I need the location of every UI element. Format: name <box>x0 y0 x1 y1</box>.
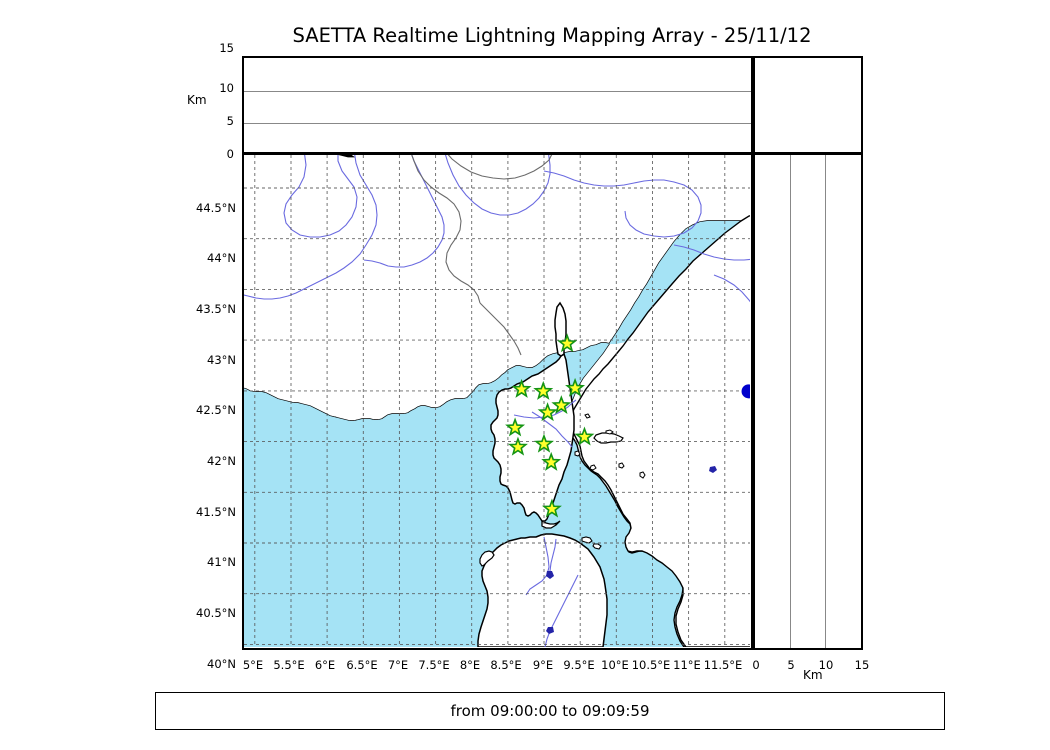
coastline-capraia <box>574 450 581 457</box>
map-ytick-43: 43°N <box>207 353 236 367</box>
coastline-gorgona <box>584 413 591 419</box>
coastline-elba-detail <box>605 429 614 435</box>
map-xtick-10: 10°E <box>601 658 629 672</box>
map-ytick-40p5: 40.5°N <box>196 606 236 620</box>
river-var <box>444 155 551 216</box>
gridline-right-10km <box>825 155 826 648</box>
station-star-marker[interactable] <box>551 395 572 415</box>
right-panel-xtick-5: 5 <box>787 658 795 672</box>
station-star-marker[interactable] <box>541 498 562 518</box>
gridline-5km <box>244 90 751 92</box>
top-panel-axis-label: Km <box>187 93 207 107</box>
river-sardinia-flumendosa <box>544 574 579 647</box>
coastline-italy-landmass <box>570 215 750 647</box>
map-xtick-11p5: 11.5°E <box>703 658 743 672</box>
river-saone <box>244 155 378 300</box>
map-ytick-42: 42°N <box>207 454 236 468</box>
map-xtick-9p5: 9.5°E <box>563 658 595 672</box>
station-star-marker[interactable] <box>541 451 562 471</box>
page-title: SAETTA Realtime Lightning Mapping Array … <box>292 24 812 47</box>
map-xtick-9: 9°E <box>532 658 554 672</box>
map-xtick-10p5: 10.5°E <box>631 658 671 672</box>
river-tiber <box>713 274 750 303</box>
map-ytick-40: 40°N <box>207 657 236 671</box>
map-panel[interactable] <box>242 153 753 650</box>
right-panel-xtick-15: 15 <box>854 658 870 672</box>
corner-panel[interactable] <box>753 56 863 154</box>
right-panel-xtick-10: 10 <box>818 658 834 672</box>
vhf-source-dot[interactable] <box>741 384 750 399</box>
river-durance <box>363 155 445 268</box>
coastline-corsica-south-tip <box>541 519 561 529</box>
map-xtick-6p5: 6.5°E <box>346 658 378 672</box>
station-star-marker[interactable] <box>565 377 586 397</box>
right-panel-xtick-0: 0 <box>752 658 760 672</box>
station-star-marker[interactable] <box>557 333 578 353</box>
lake-flumendosa <box>546 627 554 634</box>
map-xtick-5: 5°E <box>242 658 264 672</box>
top-panel-ytick-15: 15 <box>219 41 234 55</box>
station-star-marker[interactable] <box>507 436 528 456</box>
map-xtick-11: 11°E <box>673 658 701 672</box>
top-panel-ytick-5: 5 <box>226 114 234 128</box>
coastline-caprera <box>592 543 602 550</box>
time-range-caption: from 09:00:00 to 09:09:59 <box>155 692 945 730</box>
lake-marks <box>546 466 717 634</box>
map-ytick-43p5: 43.5°N <box>196 302 236 316</box>
station-star-marker[interactable] <box>511 378 532 398</box>
right-panel-axis-label: Km <box>803 668 823 682</box>
river-corsica-golo <box>513 399 577 419</box>
lake-omodeo <box>546 571 554 579</box>
top-panel-ytick-0: 0 <box>226 147 234 161</box>
border-italy-switzerland <box>447 155 553 180</box>
vhf-source-markers-layer[interactable] <box>741 384 750 399</box>
map-ytick-44: 44°N <box>207 251 236 265</box>
river-arno <box>673 244 750 261</box>
map-xtick-7: 7°E <box>387 658 409 672</box>
map-xtick-8p5: 8.5°E <box>490 658 522 672</box>
coastline-giglio <box>639 471 646 479</box>
lake-bracciano <box>709 466 717 473</box>
time-range-text: from 09:00:00 to 09:09:59 <box>450 702 650 720</box>
map-xtick-5p5: 5.5°E <box>273 658 305 672</box>
map-ytick-44p5: 44.5°N <box>196 201 236 215</box>
border-france-italy <box>411 155 481 304</box>
coastline-corsica <box>490 352 575 522</box>
inland-lake-geneva <box>338 155 356 158</box>
coastline-sardinia-northwest <box>479 550 495 567</box>
coastline-montecristo <box>618 462 625 469</box>
coastline-maddalena <box>581 536 593 544</box>
river-rhone <box>283 155 358 238</box>
altitude-longitude-panel[interactable] <box>242 56 753 154</box>
coastline-pianosa <box>589 464 597 471</box>
station-star-marker[interactable] <box>537 402 558 422</box>
map-xtick-6: 6°E <box>314 658 336 672</box>
borders-layer <box>411 155 553 356</box>
top-panel-ytick-10: 10 <box>219 81 234 95</box>
map-xtick-8: 8°E <box>459 658 481 672</box>
map-ytick-42p5: 42.5°N <box>196 403 236 417</box>
station-star-marker[interactable] <box>533 380 554 400</box>
station-star-marker[interactable] <box>505 417 526 437</box>
map-ytick-41: 41°N <box>207 555 236 569</box>
station-markers-layer[interactable] <box>505 333 595 518</box>
gridline-10km <box>244 123 751 125</box>
map-ytick-41p5: 41.5°N <box>196 505 236 519</box>
river-sardinia-coghinas <box>549 538 557 572</box>
map-gridlines <box>244 155 750 647</box>
altitude-latitude-panel[interactable] <box>753 153 863 650</box>
station-star-marker[interactable] <box>534 433 554 453</box>
coastline-sardinia <box>477 533 608 647</box>
gridline-right-5km <box>790 155 791 648</box>
border-italy-coast-inner <box>479 302 522 356</box>
station-star-marker[interactable] <box>574 426 595 446</box>
map-artwork <box>244 155 750 647</box>
map-xtick-7p5: 7.5°E <box>418 658 450 672</box>
